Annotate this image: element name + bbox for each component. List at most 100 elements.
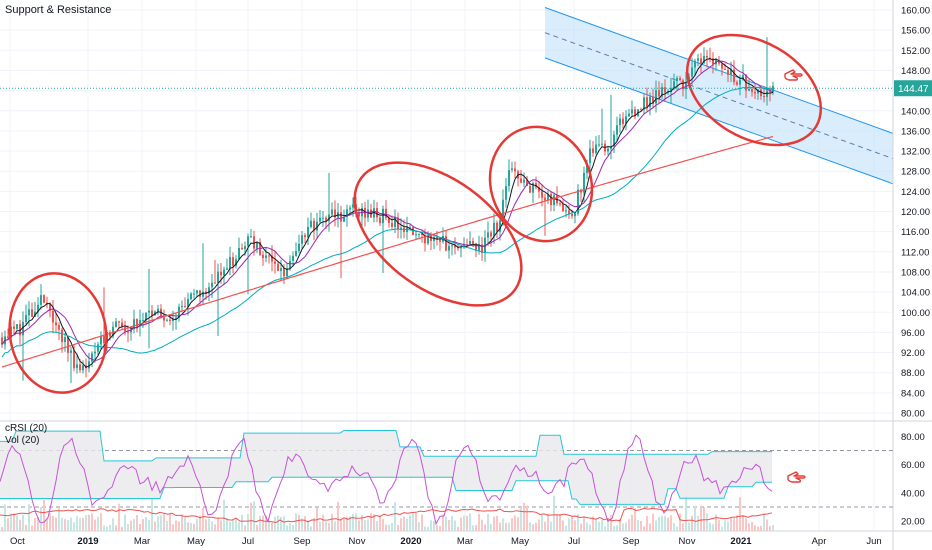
candle [697,53,699,66]
candle [295,242,297,257]
price-axis-tick: 84.00 [901,388,925,399]
candle [259,238,261,257]
candle [292,251,294,267]
highlight-ellipse[interactable] [0,266,115,401]
pointing-hand-icon[interactable] [787,471,806,483]
candle [709,47,711,63]
candle [112,321,114,339]
candle [736,80,738,87]
candle [232,252,234,274]
candle [85,358,87,378]
time-axis-tick: Nov [679,536,696,547]
candle [538,180,540,199]
candle [568,204,570,219]
candle [625,110,627,131]
candle [451,244,453,256]
candle [418,233,420,239]
candle [397,212,399,239]
highlight-ellipse[interactable] [474,112,608,255]
highlight-ellipse[interactable] [668,12,841,167]
candle [58,322,60,341]
candle [163,309,165,328]
candle [556,186,558,206]
time-axis-tick: Jul [568,536,580,547]
candle [508,159,510,192]
ma-long-line [1,135,774,368]
candle [616,116,618,142]
candle [661,83,663,99]
crsi-lower-band [0,476,772,505]
candle [31,302,33,318]
candle [76,353,78,374]
candle [493,213,495,244]
price-axis-tick: 88.00 [901,368,925,379]
candle [277,260,279,272]
candle [643,93,645,114]
crsi-axis-tick: 60.00 [901,460,925,471]
candle [691,57,693,86]
candle [361,203,363,227]
candle [226,258,228,271]
price-axis-tick: 116.00 [901,227,929,238]
price-axis-tick: 100.00 [901,308,930,319]
candle [307,217,309,246]
candle [19,319,21,346]
candle [184,297,186,308]
candle [562,198,564,212]
candle [280,259,282,282]
candle [364,201,366,227]
candle [52,299,54,334]
candle [55,312,57,333]
candle [574,212,576,224]
time-axis-tick: Sep [623,536,640,547]
candle [319,210,321,224]
time-axis-tick: Jul [242,536,254,547]
candle [238,237,240,261]
pointing-hand-icon[interactable] [784,69,803,81]
candle [619,113,621,133]
current-price-tag: 144.47 [894,80,932,97]
candle [454,237,456,255]
candle [115,317,117,328]
candle [67,336,69,362]
crsi-legend-label: cRSI (20) [5,423,48,434]
candle [25,304,27,326]
candle [673,73,675,91]
highlight-ellipse[interactable] [329,134,547,335]
candle [316,212,318,239]
candle [721,61,723,76]
candle [517,169,519,187]
current-price-label: 144.47 [898,84,929,95]
volume-bars [1,495,774,531]
time-axis-tick: Jun [866,536,881,547]
candle [190,292,192,301]
candle [82,360,84,374]
candle [505,177,507,208]
price-axis-tick: 112.00 [901,247,929,258]
candle [754,84,756,99]
candle [367,199,369,222]
candle [631,100,633,117]
candle [166,318,168,322]
candle [595,136,597,155]
candle [511,161,513,173]
candle [535,176,537,190]
candle [16,323,18,332]
crsi-axis-tick: 80.00 [901,432,925,443]
candle [529,182,531,193]
candle [256,241,258,254]
candle [712,52,714,74]
crsi-axis-tick: 20.00 [901,517,925,528]
candle [229,246,231,276]
time-axis-tick: Sep [294,536,311,547]
candle [664,79,666,102]
price-axis-tick: 124.00 [901,187,930,198]
candle [7,328,9,340]
time-axis-tick: 2020 [400,536,421,547]
candle [766,37,768,106]
price-axis-tick: 136.00 [901,126,930,137]
candle [268,253,270,264]
candle [37,297,39,318]
candle [613,130,615,154]
